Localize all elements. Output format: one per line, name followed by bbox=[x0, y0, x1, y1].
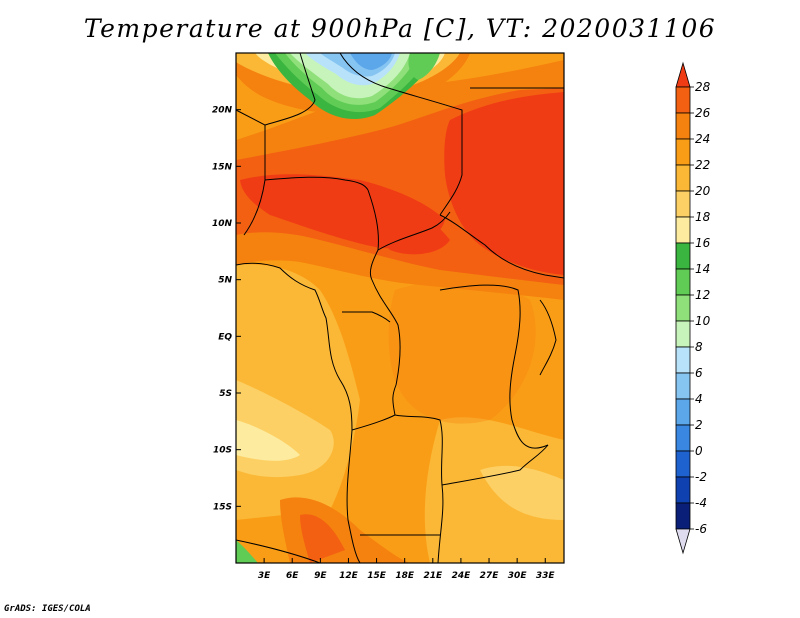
colorbar-label: 26 bbox=[695, 106, 711, 120]
x-tick-label: 27E bbox=[480, 571, 500, 581]
y-tick-label: EQ bbox=[218, 332, 232, 342]
y-tick-label: 10S bbox=[213, 446, 232, 456]
colorbar-label: 10 bbox=[695, 314, 711, 328]
colorbar-label: -2 bbox=[695, 470, 707, 484]
y-tick-label: 15S bbox=[213, 502, 232, 512]
colorbar-label: 0 bbox=[695, 444, 703, 458]
colorbar-segment bbox=[675, 190, 691, 218]
x-tick-label: 9E bbox=[314, 571, 327, 581]
colorbar-label: 18 bbox=[695, 210, 711, 224]
colorbar-segment bbox=[675, 268, 691, 296]
colorbar-segment bbox=[675, 476, 691, 504]
colorbar-label: 2 bbox=[695, 418, 703, 432]
x-tick-label: 3E bbox=[258, 571, 271, 581]
colorbar-segment bbox=[675, 320, 691, 348]
y-tick-label: 5S bbox=[219, 389, 232, 399]
colorbar-label: 14 bbox=[695, 262, 710, 276]
y-tick-label: 5N bbox=[218, 276, 232, 286]
colorbar-segment bbox=[675, 164, 691, 192]
temperature-field bbox=[236, 53, 564, 563]
colorbar-label: 20 bbox=[695, 184, 711, 198]
colorbar-segment bbox=[675, 398, 691, 426]
colorbar-label: 24 bbox=[695, 132, 710, 146]
country-borders bbox=[236, 53, 564, 563]
colorbar-label: -4 bbox=[695, 496, 707, 510]
x-tick-label: 15E bbox=[367, 571, 387, 581]
colorbar-segment bbox=[675, 86, 691, 114]
colorbar-upper-triangle bbox=[675, 61, 691, 88]
colorbar-segment bbox=[675, 346, 691, 374]
x-tick-label: 6E bbox=[286, 571, 299, 581]
colorbar-segment bbox=[675, 242, 691, 270]
colorbar-segment bbox=[675, 138, 691, 166]
colorbar-segment bbox=[675, 216, 691, 244]
colorbar-label: 16 bbox=[695, 236, 711, 250]
colorbar-label: 8 bbox=[695, 340, 703, 354]
colorbar-lower-triangle bbox=[675, 528, 691, 555]
colorbar-segment bbox=[675, 450, 691, 478]
colorbar-label: -6 bbox=[695, 522, 707, 536]
x-tick-label: 18E bbox=[395, 571, 415, 581]
grads-credit: GrADS: IGES/COLA bbox=[4, 604, 91, 614]
x-tick-label: 30E bbox=[508, 571, 528, 581]
colorbar-segment bbox=[675, 372, 691, 400]
colorbar-label: 22 bbox=[695, 158, 710, 172]
longitude-axis: 3E 6E 9E 12E 15E 18E 21E 24E 27E 30E 33E bbox=[258, 558, 556, 581]
colorbar-label: 28 bbox=[695, 80, 711, 94]
x-tick-label: 33E bbox=[536, 571, 556, 581]
colorbar-segment bbox=[675, 424, 691, 452]
y-tick-label: 10N bbox=[212, 219, 233, 229]
colorbar-segment bbox=[675, 294, 691, 322]
y-tick-label: 20N bbox=[212, 106, 233, 116]
colorbar-segment bbox=[675, 502, 691, 530]
x-tick-label: 24E bbox=[452, 571, 472, 581]
x-tick-label: 12E bbox=[339, 571, 359, 581]
y-tick-label: 15N bbox=[212, 162, 233, 172]
colorbar-segment bbox=[675, 112, 691, 140]
map-frame bbox=[235, 52, 565, 564]
colorbar-label: 12 bbox=[695, 288, 710, 302]
colorbar-label: 6 bbox=[695, 366, 703, 380]
latitude-axis: 20N 15N 10N 5N EQ 5S 10S 15S bbox=[212, 106, 241, 512]
x-tick-label: 21E bbox=[423, 571, 443, 581]
chart-title: Temperature at 900hPa [C], VT: 202003110… bbox=[83, 14, 717, 43]
colorbar-label: 4 bbox=[695, 392, 703, 406]
